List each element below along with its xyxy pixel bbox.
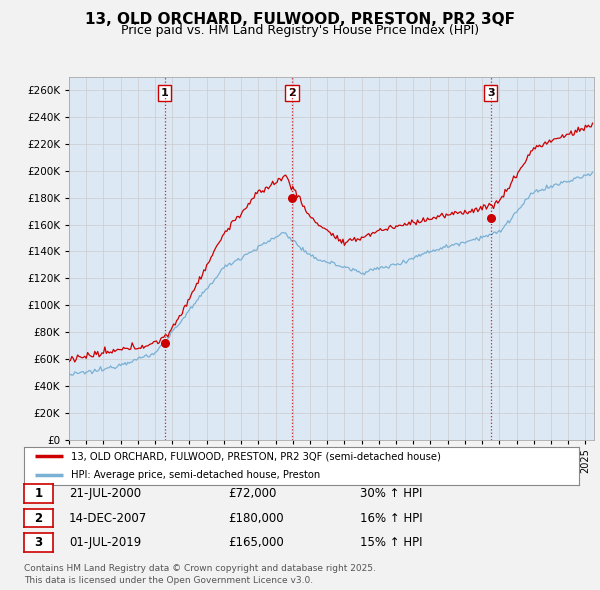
Text: £165,000: £165,000 xyxy=(228,536,284,549)
Text: 13, OLD ORCHARD, FULWOOD, PRESTON, PR2 3QF (semi-detached house): 13, OLD ORCHARD, FULWOOD, PRESTON, PR2 3… xyxy=(71,451,441,461)
Text: 30% ↑ HPI: 30% ↑ HPI xyxy=(360,487,422,500)
Text: £180,000: £180,000 xyxy=(228,512,284,525)
Text: HPI: Average price, semi-detached house, Preston: HPI: Average price, semi-detached house,… xyxy=(71,470,320,480)
Text: Contains HM Land Registry data © Crown copyright and database right 2025.
This d: Contains HM Land Registry data © Crown c… xyxy=(24,565,376,585)
Text: 3: 3 xyxy=(34,536,43,549)
Text: £72,000: £72,000 xyxy=(228,487,277,500)
Text: 01-JUL-2019: 01-JUL-2019 xyxy=(69,536,141,549)
Text: 16% ↑ HPI: 16% ↑ HPI xyxy=(360,512,422,525)
Text: 21-JUL-2000: 21-JUL-2000 xyxy=(69,487,141,500)
Text: Price paid vs. HM Land Registry's House Price Index (HPI): Price paid vs. HM Land Registry's House … xyxy=(121,24,479,37)
Text: 3: 3 xyxy=(487,88,494,98)
Text: 14-DEC-2007: 14-DEC-2007 xyxy=(69,512,147,525)
Text: 1: 1 xyxy=(161,88,169,98)
Text: 13, OLD ORCHARD, FULWOOD, PRESTON, PR2 3QF: 13, OLD ORCHARD, FULWOOD, PRESTON, PR2 3… xyxy=(85,12,515,27)
Text: 2: 2 xyxy=(288,88,296,98)
Text: 15% ↑ HPI: 15% ↑ HPI xyxy=(360,536,422,549)
Text: 1: 1 xyxy=(34,487,43,500)
Text: 2: 2 xyxy=(34,512,43,525)
